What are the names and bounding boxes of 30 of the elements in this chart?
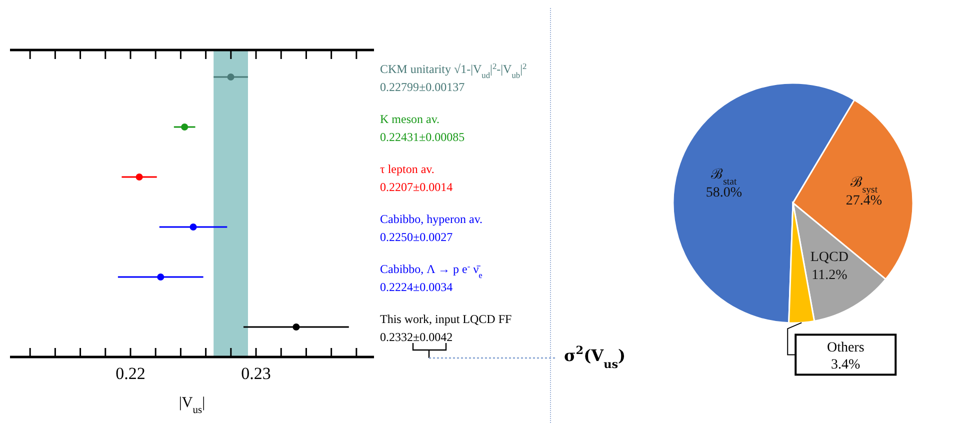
y-tick-label: CKM unitarity √1-|V$_{ud}$|$^{2}$-|V$_{ub}$|$^{2}$ (380, 62, 527, 80)
text: 0.22431±0.00085 (380, 130, 465, 144)
point (227, 74, 234, 80)
text: 0.2332±0.0042 (380, 330, 453, 344)
slice-label: ℬ$_{stat}$ (711, 168, 738, 188)
data-label: 27.4% (846, 194, 882, 209)
slice-label: Others (826, 340, 864, 356)
x-axis-title: |V$_{us}$| (178, 395, 206, 416)
y-tick-label: τ lepton av. (380, 162, 434, 176)
text: σ$^{2}$(V$_{us}$) (564, 343, 626, 371)
y-tick-label: This work, input LQCD FF (380, 312, 512, 326)
text: 0.2207±0.0014 (380, 180, 453, 194)
point (190, 224, 197, 230)
x-tick-label: 0.23 (241, 364, 271, 383)
slice-label: ℬ$_{syst}$ (850, 176, 878, 196)
text: 0.2224±0.0034 (380, 280, 453, 294)
y-tick-label: Cabibbo, hyperon av. (380, 212, 483, 226)
point (136, 174, 143, 180)
y-tick-label: Cabibbo, Λ → p e$^{-}$ ν̄$_{e}$ (380, 262, 483, 280)
data-label: 58.0% (706, 186, 742, 201)
data-label: 11.2% (812, 268, 848, 284)
slice-label: LQCD (810, 250, 848, 266)
text: 0.2250±0.0027 (380, 230, 453, 244)
y-tick-label: K meson av. (380, 112, 440, 126)
x-tick-label: 0.22 (116, 364, 146, 383)
point (157, 274, 164, 280)
point (292, 324, 300, 330)
data-label: 3.4% (831, 358, 861, 373)
text: 0.22799±0.00137 (380, 80, 465, 94)
point (181, 124, 188, 130)
